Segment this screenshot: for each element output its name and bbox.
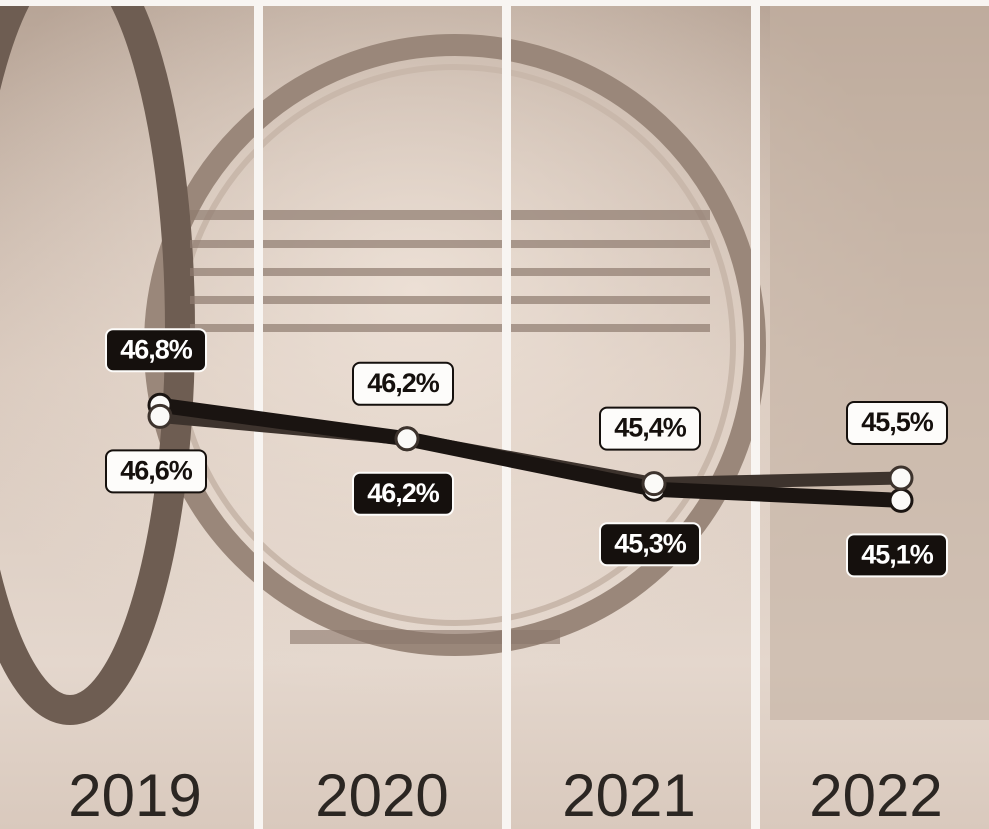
x-tick-label: 2022 <box>809 762 942 829</box>
x-tick-label: 2019 <box>68 762 201 829</box>
value-label: 45,1% <box>861 540 934 570</box>
value-label: 46,2% <box>367 478 440 508</box>
point <box>394 426 420 452</box>
x-tick-label: 2020 <box>315 762 448 829</box>
label-box <box>846 533 948 578</box>
label-box <box>846 401 948 445</box>
label-box <box>105 449 207 494</box>
value-label: 45,3% <box>614 528 687 558</box>
value-label: 46,6% <box>120 456 193 486</box>
label-box <box>599 522 701 567</box>
series-line <box>158 397 902 508</box>
value-label: 45,5% <box>861 407 934 437</box>
label-box <box>352 471 454 516</box>
label-box <box>352 361 454 406</box>
label-box <box>599 406 701 451</box>
point <box>147 403 173 429</box>
value-label: 46,8% <box>120 334 193 364</box>
point <box>641 471 667 497</box>
point <box>888 487 914 513</box>
value-label: 45,4% <box>614 413 687 443</box>
point <box>888 465 914 491</box>
value-label: 46,2% <box>367 368 440 398</box>
label-box <box>105 328 207 373</box>
x-tick-label: 2021 <box>562 762 695 829</box>
